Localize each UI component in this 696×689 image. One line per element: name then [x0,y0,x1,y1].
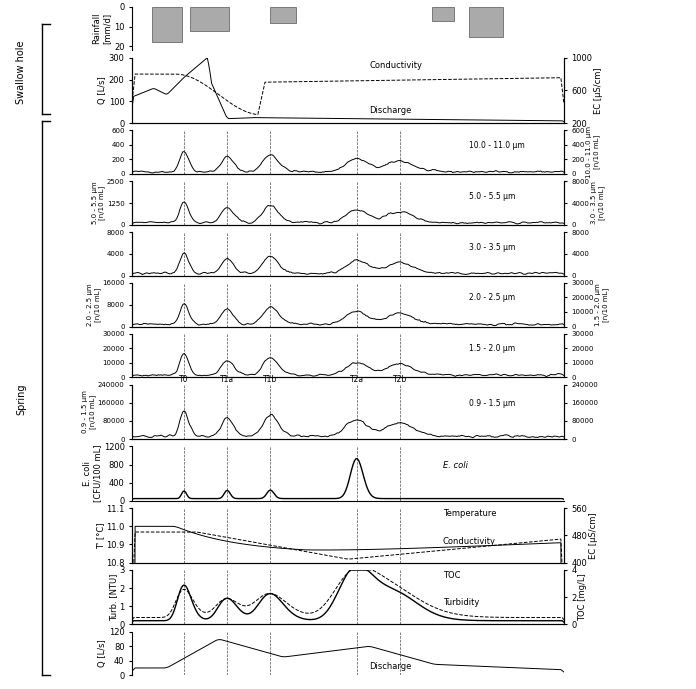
Text: Discharge: Discharge [370,106,412,115]
Bar [469,7,503,37]
Text: T0: T0 [180,375,189,384]
Text: 0.9 - 1.5 μm: 0.9 - 1.5 μm [469,400,515,409]
Y-axis label: 3.0 - 3.5 µm
[n/10 mL]: 3.0 - 3.5 µm [n/10 mL] [591,182,605,225]
Y-axis label: Turb. [NTU]: Turb. [NTU] [109,573,118,621]
Text: 1.5 - 2.0 μm: 1.5 - 2.0 μm [469,344,515,353]
Y-axis label: 10.0 - 11.0 µm
[n/10 mL]: 10.0 - 11.0 µm [n/10 mL] [586,126,600,178]
Text: T1b: T1b [263,375,278,384]
Text: 2.0 - 2.5 μm: 2.0 - 2.5 μm [469,294,515,302]
Text: T1a: T1a [220,375,235,384]
Text: TOC: TOC [443,571,461,580]
Text: E. coli: E. coli [443,461,468,470]
Y-axis label: Q [L/s]: Q [L/s] [98,76,107,104]
Bar [191,7,230,30]
Text: Swallow hole: Swallow hole [16,41,26,104]
Text: T2a: T2a [349,375,364,384]
Text: Temperature: Temperature [443,509,496,518]
Text: Discharge: Discharge [370,661,412,670]
Y-axis label: EC [µS/cm]: EC [µS/cm] [594,67,603,114]
Text: Turbidity: Turbidity [443,598,480,607]
Y-axis label: 2.0 - 2.5 µm
[n/10 mL]: 2.0 - 2.5 µm [n/10 mL] [87,283,101,326]
Y-axis label: E. coli
[CFU/100 mL]: E. coli [CFU/100 mL] [83,445,102,502]
Y-axis label: 5.0 - 5.5 µm
[n/10 mL]: 5.0 - 5.5 µm [n/10 mL] [92,182,106,225]
Text: Conductivity: Conductivity [370,61,422,70]
Y-axis label: T' [°C]: T' [°C] [96,522,104,548]
Y-axis label: Rainfall
[mm/d]: Rainfall [mm/d] [92,13,111,44]
Bar [152,7,182,43]
Text: Conductivity: Conductivity [443,537,496,546]
Text: T2b: T2b [393,375,407,384]
Text: Spring: Spring [16,384,26,415]
Text: 5.0 - 5.5 μm: 5.0 - 5.5 μm [469,192,515,200]
Bar [432,7,454,21]
Y-axis label: TOC [mg/L]: TOC [mg/L] [578,573,587,621]
Y-axis label: 0.9 - 1.5 µm
[n/10 mL]: 0.9 - 1.5 µm [n/10 mL] [82,391,96,433]
Y-axis label: 1.5 - 2.0 µm
[n/10 mL]: 1.5 - 2.0 µm [n/10 mL] [595,283,609,326]
Y-axis label: Q [L/s]: Q [L/s] [98,639,107,668]
Bar [270,7,296,23]
Y-axis label: EC [µS/cm]: EC [µS/cm] [589,512,598,559]
Text: 3.0 - 3.5 μm: 3.0 - 3.5 μm [469,243,515,251]
Text: 10.0 - 11.0 μm: 10.0 - 11.0 μm [469,141,525,150]
